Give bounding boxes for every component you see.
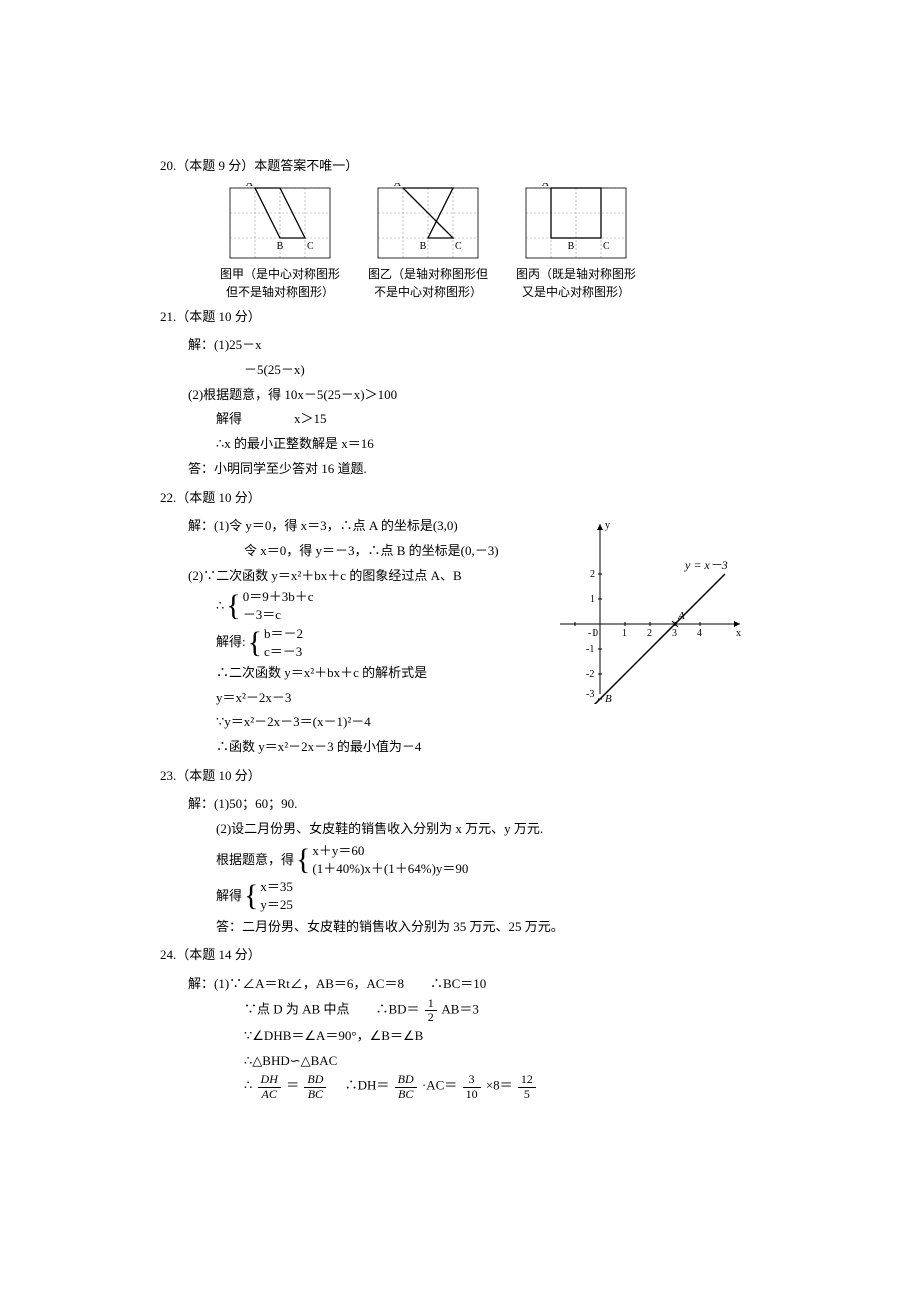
svg-text:-3: -3 xyxy=(586,689,594,700)
q22-sys1-a: 0＝9＋3b＋c xyxy=(243,588,314,606)
fig-yi-svg: A B C xyxy=(373,183,483,263)
svg-text:C: C xyxy=(455,241,462,252)
svg-text:A: A xyxy=(246,183,254,189)
svg-text:2: 2 xyxy=(590,569,595,580)
fig-bing: A B C 图丙（既是轴对称图形 又是中心对称图形） xyxy=(516,183,636,301)
fig-jia-cap2: 但不是轴对称图形） xyxy=(220,283,340,301)
svg-text:3: 3 xyxy=(672,628,677,639)
q22-sys2-b: c＝－3 xyxy=(264,643,303,661)
svg-text:A: A xyxy=(394,183,402,189)
q24-header: 24.（本题 14 分） xyxy=(160,943,840,968)
fig-yi-cap2: 不是中心对称图形） xyxy=(368,283,488,301)
q24-l3: ∵∠DHB＝∠A＝90°，∠B＝∠B xyxy=(160,1024,840,1049)
q22-l6: ∵y＝x²－2x－3＝(x－1)²－4 xyxy=(160,710,840,735)
fig-bing-cap1: 图丙（既是轴对称图形 xyxy=(516,265,636,283)
q23-sys2: 解得{ x＝35 y＝25 xyxy=(160,878,840,914)
svg-text:C: C xyxy=(603,241,610,252)
q23-solve-label: 解得 xyxy=(216,884,242,909)
svg-text:B: B xyxy=(420,241,427,252)
fig-jia: A B C 图甲（是中心对称图形 但不是轴对称图形） xyxy=(220,183,340,301)
q24-l1: 解：(1)∵∠A＝Rt∠，AB＝6，AC＝8 ∴BC＝10 xyxy=(160,972,840,997)
svg-text:0: 0 xyxy=(593,628,598,639)
q23-l2: (2)设二月份男、女皮鞋的销售收入分别为 x 万元、y 万元. xyxy=(160,817,840,842)
q21-l4: 解得 x＞15 xyxy=(160,407,840,432)
fig-yi: A B C 图乙（是轴对称图形但 不是中心对称图形） xyxy=(368,183,488,301)
svg-text:-1: -1 xyxy=(586,644,594,655)
q23-header: 23.（本题 10 分） xyxy=(160,764,840,789)
q22-l7: ∴函数 y＝x²－2x－3 的最小值为－4 xyxy=(160,735,840,760)
svg-text:C: C xyxy=(307,241,314,252)
svg-text:A: A xyxy=(542,183,550,189)
svg-text:B: B xyxy=(605,693,612,704)
q23-sys2-a: x＝35 xyxy=(260,878,293,896)
fig-jia-svg: A B C xyxy=(225,183,335,263)
q22-sys2-a: b＝－2 xyxy=(264,625,303,643)
q22-graph: -10 1234 12 -1-2-3 x y y = x－3 A xyxy=(550,514,750,713)
q21-header: 21.（本题 10 分） xyxy=(160,305,840,330)
svg-text:y = x－3: y = x－3 xyxy=(684,558,728,572)
q23-sys-label: 根据题意，得 xyxy=(216,848,294,873)
svg-text:x: x xyxy=(736,628,741,639)
q22-header: 22.（本题 10 分） xyxy=(160,486,840,511)
q23-sys-a: x＋y＝60 xyxy=(312,842,468,860)
svg-text:4: 4 xyxy=(697,628,702,639)
svg-text:-2: -2 xyxy=(586,669,594,680)
fig-yi-cap1: 图乙（是轴对称图形但 xyxy=(368,265,488,283)
q24-l5: ∴ DHAC ＝ BDBC ∴DH＝ BDBC ·AC＝ 310 ×8＝ 125 xyxy=(160,1073,840,1100)
q21-l1: 解：(1)25－x xyxy=(160,333,840,358)
q22-graph-svg: -10 1234 12 -1-2-3 x y y = x－3 A xyxy=(550,514,750,704)
fig-bing-svg: A B C xyxy=(521,183,631,263)
q20-header: 20.（本题 9 分）本题答案不唯一） xyxy=(160,154,840,179)
q22-sys1-b: －3＝c xyxy=(243,606,314,624)
q23-ans: 答：二月份男、女皮鞋的销售收入分别为 35 万元、25 万元。 xyxy=(160,915,840,940)
q21-l2: －5(25－x) xyxy=(160,358,840,383)
q22-solve-label: 解得: xyxy=(216,630,246,655)
q23-sys2-b: y＝25 xyxy=(260,896,293,914)
q24-l4: ∴△BHD∽△BAC xyxy=(160,1049,840,1074)
svg-text:1: 1 xyxy=(622,628,627,639)
q21-l6: 答：小明同学至少答对 16 道题. xyxy=(160,457,840,482)
q24-l2: ∵点 D 为 AB 中点 ∴BD＝ 12 AB＝3 xyxy=(160,997,840,1024)
q23-sys1: 根据题意，得{ x＋y＝60 (1＋40%)x＋(1＋64%)y＝90 xyxy=(160,842,840,878)
svg-text:y: y xyxy=(605,520,610,531)
q21-l5: ∴x 的最小正整数解是 x＝16 xyxy=(160,432,840,457)
fig-jia-cap1: 图甲（是中心对称图形 xyxy=(220,265,340,283)
svg-text:B: B xyxy=(277,241,284,252)
q20-figures: A B C 图甲（是中心对称图形 但不是轴对称图形） A B C xyxy=(220,183,840,301)
q23-l1: 解：(1)50；60；90. xyxy=(160,792,840,817)
svg-text:A: A xyxy=(677,610,685,622)
svg-text:1: 1 xyxy=(590,594,595,605)
q21-l3: (2)根据题意，得 10x－5(25－x)＞100 xyxy=(160,383,840,408)
svg-text:B: B xyxy=(568,241,575,252)
svg-text:2: 2 xyxy=(647,628,652,639)
q23-sys-b: (1＋40%)x＋(1＋64%)y＝90 xyxy=(312,860,468,878)
fig-bing-cap2: 又是中心对称图形） xyxy=(516,283,636,301)
